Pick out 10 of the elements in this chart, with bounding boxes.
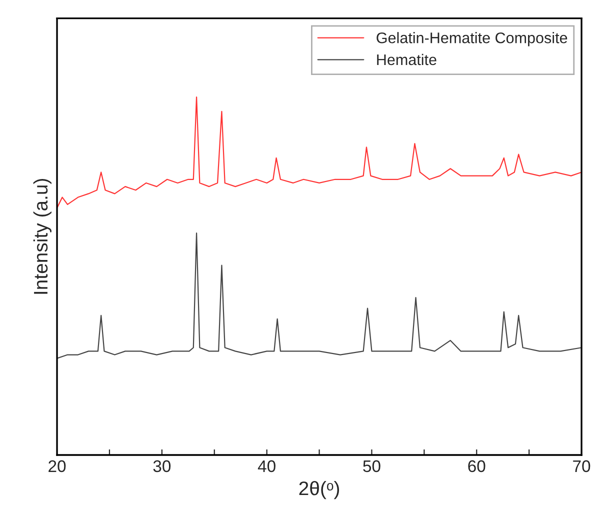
x-axis-title: 2θ(ᵒ)	[299, 480, 340, 500]
legend-label: Gelatin-Hematite Composite	[376, 32, 568, 46]
x-tick-label: 40	[258, 460, 276, 472]
x-tick-label: 30	[153, 460, 171, 472]
x-tick-label: 60	[468, 460, 486, 472]
x-tick-label: 20	[48, 460, 66, 472]
x-tick-label: 50	[363, 460, 380, 472]
y-axis-title: Intensity (a.u)	[33, 178, 52, 294]
x-tick-label: 70	[573, 460, 590, 472]
legend-label: Hematite	[377, 54, 436, 66]
